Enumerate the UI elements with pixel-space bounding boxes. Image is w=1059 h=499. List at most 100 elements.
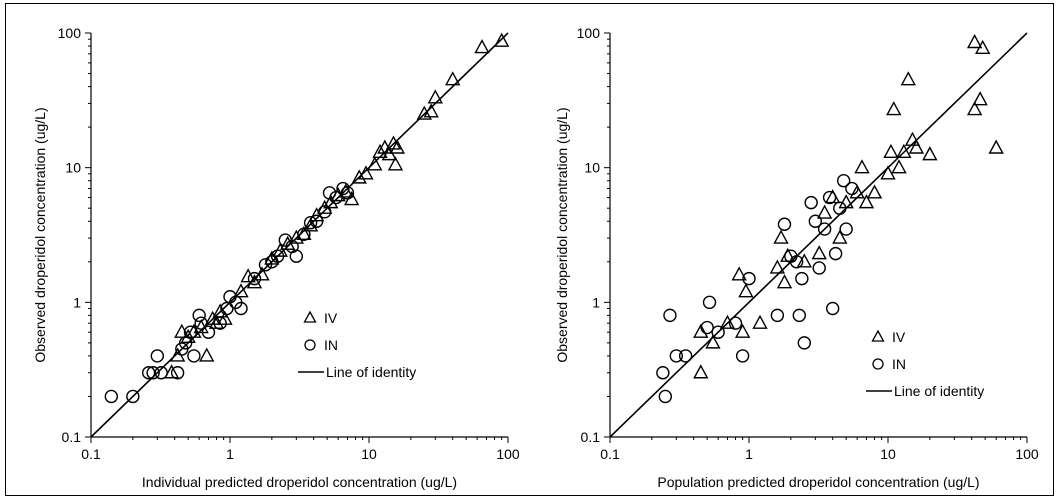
- iv-data-point: [816, 204, 833, 219]
- in-data-point: [126, 389, 140, 404]
- iv-data-point: [858, 194, 875, 209]
- in-data-point: [150, 349, 165, 363]
- in-data-point: [836, 174, 851, 188]
- in-data-point: [825, 301, 840, 316]
- in-data-point: [247, 271, 262, 286]
- legend-circle-marker: [304, 339, 316, 351]
- figure-frame: [5, 3, 1054, 496]
- in-data-point: [104, 389, 119, 404]
- in-data-point: [822, 190, 837, 205]
- in-data-point: [154, 366, 168, 380]
- iv-data-point: [773, 229, 789, 244]
- in-data-point: [336, 181, 350, 196]
- iv-data-point: [854, 159, 870, 174]
- in-data-point: [678, 349, 693, 363]
- x-axis-label: Individual predicted droperidol concentr…: [142, 474, 457, 490]
- in-data-point: [270, 249, 285, 263]
- iv-data-point: [891, 159, 907, 174]
- in-data-point: [663, 308, 677, 323]
- in-data-point: [700, 320, 714, 335]
- y-tick-label: 0.1: [581, 429, 601, 445]
- x-tick-label: 0.1: [600, 446, 620, 462]
- iv-data-point: [427, 89, 443, 104]
- iv-data-point: [387, 156, 404, 171]
- in-data-point: [817, 222, 832, 236]
- iv-data-point: [966, 34, 983, 49]
- in-data-point: [735, 349, 750, 363]
- in-data-point: [792, 308, 806, 323]
- iv-data-point: [731, 266, 747, 281]
- iv-data-point: [474, 39, 490, 54]
- in-data-point: [146, 366, 160, 380]
- iv-data-point: [163, 364, 180, 379]
- iv-data-point: [988, 139, 1004, 154]
- in-data-point: [812, 261, 826, 275]
- iv-data-point: [769, 259, 786, 274]
- in-data-point: [658, 389, 673, 404]
- in-data-point: [303, 216, 318, 230]
- line-of-identity: [90, 32, 509, 438]
- in-data-point: [808, 214, 823, 228]
- in-data-point: [742, 271, 756, 286]
- legend-label: Line of identity: [894, 383, 984, 399]
- iv-data-point: [776, 274, 793, 289]
- iv-data-point: [693, 364, 709, 379]
- in-data-point: [702, 295, 717, 310]
- in-data-point: [183, 325, 198, 339]
- in-data-point: [317, 205, 332, 219]
- iv-data-point: [966, 101, 983, 116]
- iv-data-point: [199, 347, 215, 362]
- in-data-point: [845, 181, 859, 196]
- iv-data-point: [416, 105, 432, 120]
- legend-label: IV: [324, 310, 338, 326]
- iv-data-point: [883, 143, 899, 159]
- iv-data-point: [832, 229, 848, 244]
- iv-data-point: [904, 131, 921, 146]
- x-tick-label: 10: [361, 446, 377, 462]
- x-tick-label: 100: [496, 446, 520, 462]
- iv-data-point: [367, 156, 383, 171]
- in-data-point: [213, 316, 227, 330]
- iv-data-point: [233, 283, 249, 298]
- in-data-point: [322, 186, 337, 200]
- panel-population-predicted: 0.1 1 10 100 0.1 1 10 100 Population predicted d…: [554, 25, 1039, 490]
- in-data-point: [711, 325, 725, 339]
- iv-data-point: [922, 146, 938, 161]
- in-data-point: [795, 271, 809, 286]
- iv-data-point: [445, 71, 461, 86]
- iv-data-point: [389, 139, 406, 154]
- iv-data-point: [240, 268, 256, 283]
- in-data-point: [289, 249, 304, 263]
- legend-label: Line of identity: [326, 364, 416, 380]
- legend-label: IV: [892, 329, 906, 345]
- iv-data-point: [302, 217, 319, 232]
- iv-data-point: [796, 253, 812, 268]
- in-data-point: [770, 308, 785, 323]
- x-tick-label: 10: [880, 446, 896, 462]
- iv-data-point: [719, 314, 736, 329]
- iv-data-point: [705, 334, 721, 349]
- y-tick-label: 1: [73, 294, 81, 310]
- iv-data-point: [811, 245, 827, 260]
- in-data-point: [797, 336, 812, 350]
- in-data-point: [201, 325, 216, 339]
- iv-data-point: [900, 71, 916, 86]
- in-data-point: [777, 217, 792, 231]
- iv-data-point: [972, 91, 988, 106]
- in-data-point: [828, 246, 843, 261]
- legend-triangle-marker: [303, 310, 317, 323]
- in-data-point: [340, 186, 355, 200]
- legend-circle-marker: [872, 358, 884, 370]
- iv-data-point: [217, 310, 233, 325]
- iv-data-point: [880, 165, 896, 180]
- in-data-point: [728, 316, 743, 330]
- x-tick-label: 1: [226, 446, 234, 462]
- in-data-point: [178, 336, 193, 350]
- in-data-point: [839, 222, 853, 236]
- iv-data-point: [738, 283, 754, 298]
- in-data-point: [297, 227, 311, 242]
- y-axis-label: Observed droperidol concentration (ug/L): [32, 107, 48, 362]
- y-tick-label: 0.1: [62, 429, 82, 445]
- iv-data-point: [734, 323, 751, 338]
